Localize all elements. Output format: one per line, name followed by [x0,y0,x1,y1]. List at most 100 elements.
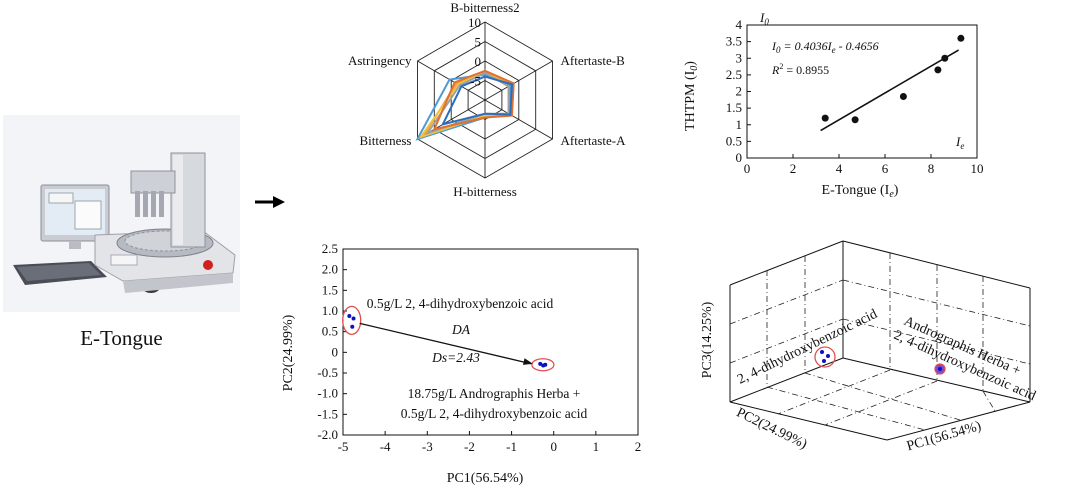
brand-plate [110,254,138,266]
pca2d-group2-label-line1: 18.75g/L Andrographis Herba + [408,386,581,401]
y-tick-label: 2.0 [322,262,338,277]
radar-axis-label: Aftertaste-A [561,133,627,148]
e-tongue-photo [3,115,240,312]
y-tick-label: 1.5 [322,282,338,297]
radar-axis-label: Aftertaste-B [561,53,626,68]
radar-tick-label: -5 [470,74,481,89]
grid-line [842,318,1031,365]
radar-series [415,69,515,141]
pca3d-point [820,350,824,354]
x-tick-label: 4 [836,161,843,176]
grid-line [804,372,961,421]
regression-equation: I0 = 0.4036Ie - 0.4656 [771,39,879,55]
radar-spoke [484,60,553,101]
x-tick-label: 6 [882,161,889,176]
y-tick-label: -1.5 [317,406,338,421]
pca-3d-chart: 2, 4-dihydroxybenzoic acid Andrographis … [685,240,1065,486]
radar-spoke [484,99,553,140]
pca3d-frame [729,240,1031,441]
pca2d-point [538,361,543,366]
pca3d-gridlines [729,253,1031,431]
regression-point [821,114,829,122]
pca2d-point [351,316,356,321]
frame-edge [842,357,1031,403]
screen-window [48,192,74,204]
pca3d-point [822,359,826,363]
radar-tick-label: 10 [468,15,481,30]
radar-tick-label: 5 [475,35,482,50]
regression-marks [820,34,965,132]
x-tick-label: 0 [550,439,557,454]
pca2d-point [543,362,548,367]
tower-highlight [173,155,183,245]
sensor-probe [143,191,148,217]
pca2d-arrow-head [522,358,533,365]
pca3d-x-axis-title: PC1(56.54%) [905,419,983,455]
x-tick-label: 0 [744,161,751,176]
grid-line [729,279,844,325]
y-tick-label: 4 [736,17,743,32]
regression-x-axis-title: E-Tongue (Ie) [822,183,899,200]
arrow-head [273,196,285,208]
pca2d-plot-frame [342,248,639,436]
right-arrow-icon [255,194,285,210]
y-tick-label: 0 [736,150,743,165]
frame-edge [842,240,1031,289]
pca3d-point [938,367,942,371]
sensor-probe [151,191,156,217]
radar-axis-label: H-bitterness [453,184,517,199]
radar-grid [417,21,553,179]
x-tick-label: 2 [790,161,797,176]
pca-3d-chart-svg: 2, 4-dihydroxybenzoic acid Andrographis … [700,240,1038,455]
x-tick-label: -1 [506,439,517,454]
radar-axis-label: Astringency [348,53,412,68]
x-tick-label: 8 [928,161,935,176]
x-corner-label: Ie [955,134,964,151]
y-tick-label: 1 [736,117,743,132]
y-tick-label: -1.0 [317,386,338,401]
pca3d-z-axis-title: PC3(14.25%) [700,301,715,378]
grid-line [777,369,891,415]
y-tick-label: 2 [736,84,743,99]
pca2d-group2-ellipse [531,358,555,372]
pca3d-group1-ellipse [814,346,836,368]
regression-r2: R2 = 0.8955 [771,62,829,77]
regression-fit-line [820,49,960,132]
radar-chart-svg: 10 5 0 -5 B-bitterness2 Aftertaste-B Aftertast… [348,0,627,199]
pca2d-marks [342,305,555,372]
frame-edge [729,240,844,286]
radar-spoke [417,60,486,101]
analyzer-front [123,273,233,293]
power-button [203,260,213,270]
pca2d-da-label: DA [451,322,471,337]
pca2d-point [350,324,355,329]
x-tick-label: 1 [593,439,600,454]
x-tick-label: -4 [380,439,391,454]
pca2d-axes: -5 -4 -3 -2 -1 0 1 2 2.5 2.0 1.5 1.0 0.5 0 -0.5 -1.0 -1.… [317,241,641,454]
e-tongue-device-illustration [3,115,240,312]
right-arrow-svg [255,196,285,208]
screen-window [74,200,102,230]
pca2d-distance-arrow [359,322,532,365]
y-tick-label: 0.5 [726,133,742,148]
radar-series-line [432,69,515,131]
regression-point [957,34,965,42]
pca-2d-chart: -5 -4 -3 -2 -1 0 1 2 2.5 2.0 1.5 1.0 0.5 0 -0.5 -1.0 -1.… [280,240,650,486]
frame-edge [886,401,1031,441]
y-tick-label: -2.0 [317,427,338,442]
pca2d-ds-label: Ds=2.43 [431,350,480,365]
radar-axis-label: B-bitterness2 [450,0,519,15]
y-tick-label: 3.5 [726,34,742,49]
regression-point [934,66,942,74]
frame-edge [729,401,888,441]
y-tick-label: 1.0 [322,303,338,318]
pca2d-group1-ellipse [342,305,362,336]
device-caption: E-Tongue [80,326,163,350]
pca3d-point [826,354,830,358]
y-tick-label: 3 [736,50,743,65]
radar-series-line [440,75,514,126]
pca-2d-chart-svg: -5 -4 -3 -2 -1 0 1 2 2.5 2.0 1.5 1.0 0.5 0 -0.5 -1.0 -1.… [281,241,641,486]
monitor-stand [69,241,81,249]
y-tick-label: 2.5 [322,241,338,256]
